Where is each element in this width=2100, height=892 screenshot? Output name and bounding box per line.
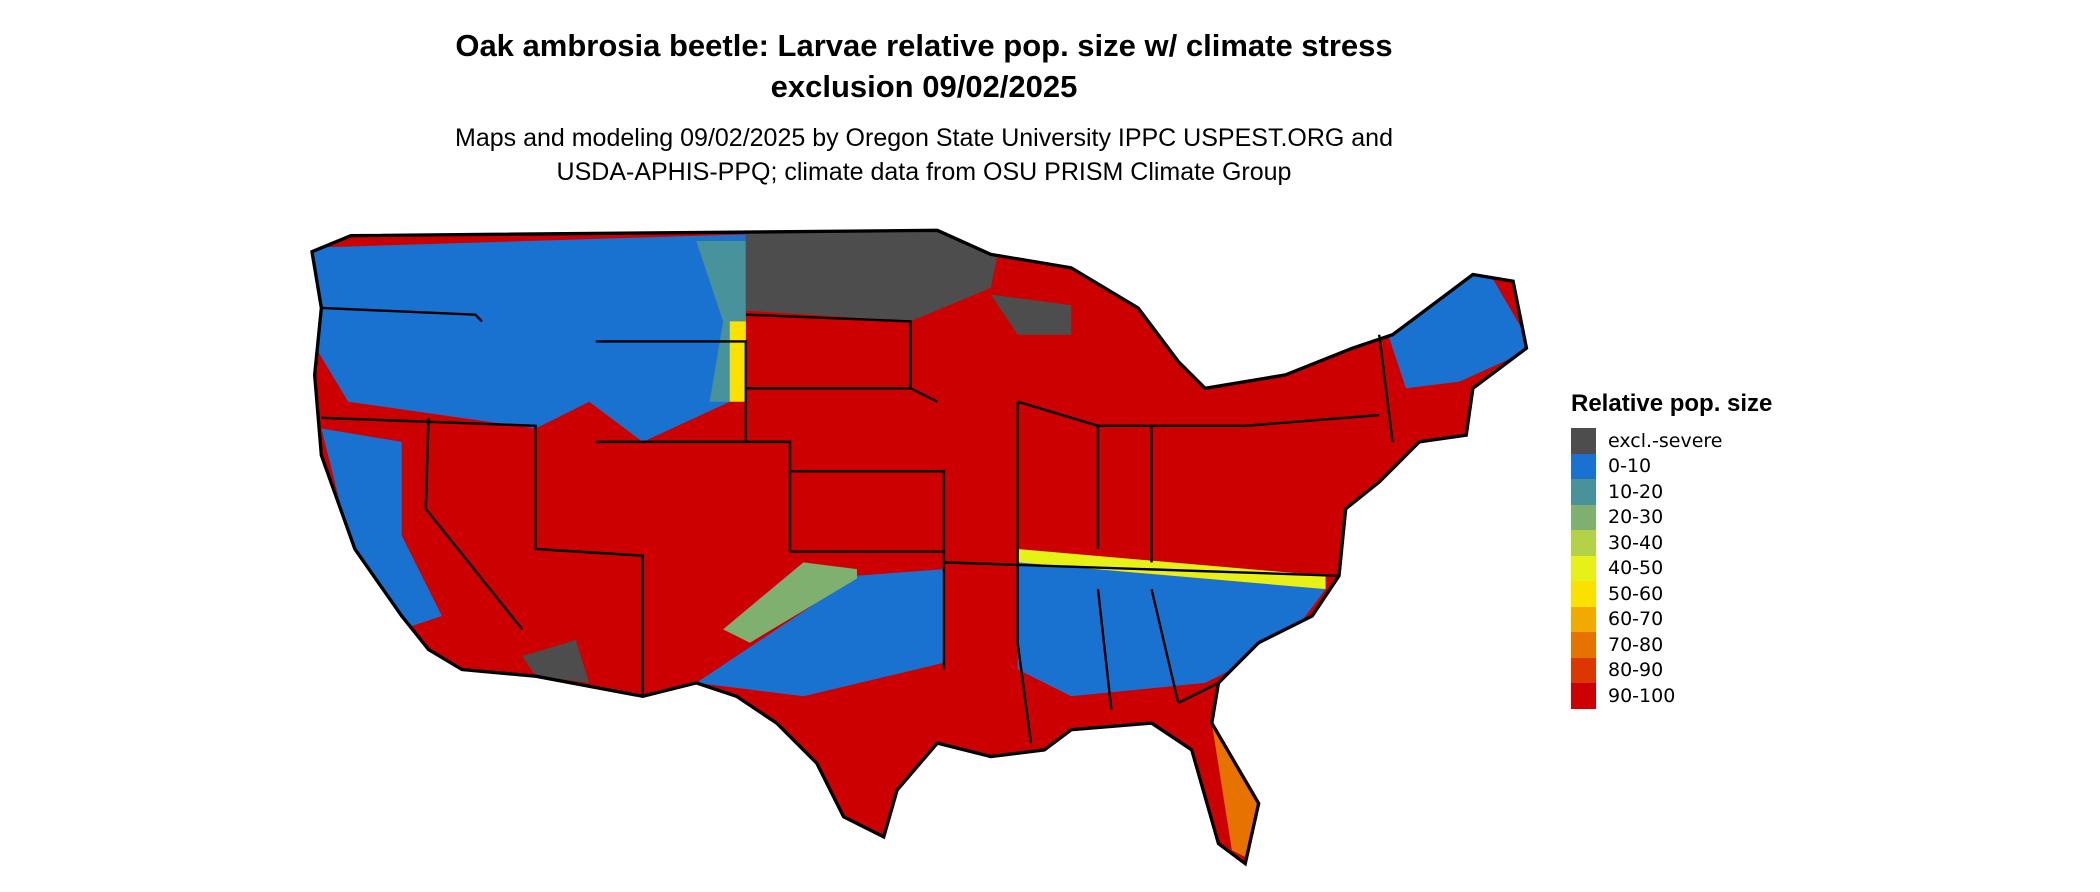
region-florida-orange bbox=[1211, 723, 1259, 857]
legend-label: 0-10 bbox=[1608, 455, 1652, 478]
region-se-0-10 bbox=[1017, 562, 1326, 697]
legend-item: excl.-severe bbox=[1571, 428, 1772, 454]
legend-label: 30-40 bbox=[1608, 531, 1664, 554]
legend-swatch bbox=[1571, 581, 1596, 607]
legend-swatch bbox=[1571, 504, 1596, 530]
legend-label: 20-30 bbox=[1608, 506, 1664, 529]
legend-item: 50-60 bbox=[1571, 581, 1772, 607]
region-south-central-0-10 bbox=[696, 569, 944, 697]
legend-item: 20-30 bbox=[1571, 504, 1772, 530]
region-southwest-0-10 bbox=[321, 428, 442, 630]
legend-title: Relative pop. size bbox=[1571, 390, 1773, 417]
legend-swatch bbox=[1571, 453, 1596, 479]
legend-swatch bbox=[1571, 632, 1596, 658]
legend-item: 80-90 bbox=[1571, 657, 1772, 683]
legend-label: 10-20 bbox=[1608, 480, 1664, 503]
legend-swatch bbox=[1571, 606, 1596, 632]
legend-label: excl.-severe bbox=[1608, 429, 1723, 452]
legend: Relative pop. size excl.-severe 0-10 10-20… bbox=[1571, 390, 1772, 709]
legend-label: 70-80 bbox=[1608, 633, 1664, 656]
map-title-line-1: Oak ambrosia beetle: Larvae relative pop… bbox=[455, 28, 1393, 63]
map-subtitle-line-2: USDA-APHIS-PPQ; climate data from OSU PR… bbox=[556, 158, 1292, 186]
region-west-0-10 bbox=[311, 234, 746, 442]
legend-label: 80-90 bbox=[1608, 659, 1664, 682]
legend-item: 60-70 bbox=[1571, 606, 1772, 632]
map-title-line-2: exclusion 09/02/2025 bbox=[770, 69, 1078, 104]
legend-item: 90-100 bbox=[1571, 683, 1772, 709]
legend-label: 40-50 bbox=[1608, 557, 1664, 580]
legend-item: 40-50 bbox=[1571, 555, 1772, 581]
legend-label: 90-100 bbox=[1608, 684, 1676, 707]
legend-label: 60-70 bbox=[1608, 608, 1664, 631]
legend-swatch bbox=[1571, 683, 1596, 709]
legend-swatch bbox=[1571, 479, 1596, 505]
legend-item: 10-20 bbox=[1571, 479, 1772, 505]
region-south-central-transition bbox=[723, 562, 857, 643]
legend-swatch bbox=[1571, 657, 1596, 683]
legend-swatch bbox=[1571, 530, 1596, 556]
map-subtitle-line-1: Maps and modeling 09/02/2025 by Oregon S… bbox=[455, 124, 1393, 152]
legend-label: 50-60 bbox=[1608, 582, 1664, 605]
state-borders bbox=[321, 306, 1394, 744]
region-excl-dakota-minnesota bbox=[745, 230, 998, 322]
legend-swatch bbox=[1571, 555, 1596, 581]
region-plains-yellow bbox=[729, 321, 746, 402]
legend-item: 30-40 bbox=[1571, 530, 1772, 556]
region-excl-arizona bbox=[522, 640, 590, 683]
legend-swatch bbox=[1571, 428, 1596, 454]
legend-item: 0-10 bbox=[1571, 453, 1772, 479]
legend-item: 70-80 bbox=[1571, 632, 1772, 658]
